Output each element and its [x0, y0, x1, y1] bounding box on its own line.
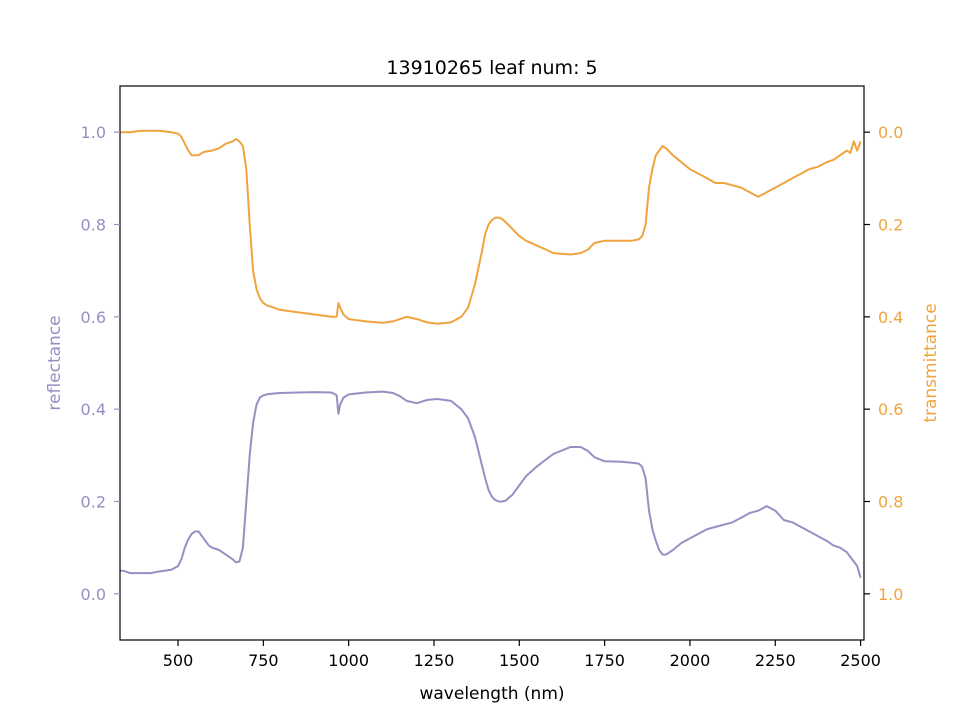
y-right-tick-label: 0.0 [878, 123, 903, 142]
x-tick-label: 750 [248, 651, 279, 670]
y-left-tick-label: 1.0 [81, 123, 106, 142]
y-right-tick-label: 0.8 [878, 493, 903, 512]
series-line-reflectance [120, 390, 862, 578]
x-tick-label: 1250 [414, 651, 455, 670]
y-right-tick-label: 1.0 [878, 585, 903, 604]
y-left-tick-label: 0.6 [81, 308, 106, 327]
y-left-tick-label: 0.4 [81, 400, 106, 419]
x-tick-label: 1000 [328, 651, 369, 670]
series-layer [120, 129, 862, 578]
y-left-tick-label: 0.2 [81, 493, 106, 512]
y-axis-right-label: transmittance [921, 303, 941, 422]
x-tick-label: 1750 [584, 651, 625, 670]
y-right-tick-label: 0.6 [878, 400, 903, 419]
x-tick-label: 2500 [840, 651, 881, 670]
y-axis-left-label: reflectance [45, 315, 65, 410]
y-axis-right: 0.0 0.2 0.4 0.6 0.8 1.0 [864, 123, 903, 604]
plot-frame [119, 85, 865, 641]
chart-title: 13910265 leaf num: 5 [386, 57, 597, 79]
y-right-tick-label: 0.2 [878, 216, 903, 235]
x-tick-label: 1500 [499, 651, 540, 670]
x-axis: 500 750 1000 1250 1500 1750 2000 2250 2500 [163, 640, 881, 670]
y-axis-left: 0.0 0.2 0.4 0.6 0.8 1.0 [81, 123, 120, 604]
series-line-transmittance [120, 129, 862, 325]
y-left-tick-label: 0.0 [81, 585, 106, 604]
x-tick-label: 2000 [670, 651, 711, 670]
x-tick-label: 2250 [755, 651, 796, 670]
x-axis-label: wavelength (nm) [419, 684, 564, 704]
y-left-tick-label: 0.8 [81, 216, 106, 235]
y-right-tick-label: 0.4 [878, 308, 903, 327]
x-tick-label: 500 [163, 651, 194, 670]
